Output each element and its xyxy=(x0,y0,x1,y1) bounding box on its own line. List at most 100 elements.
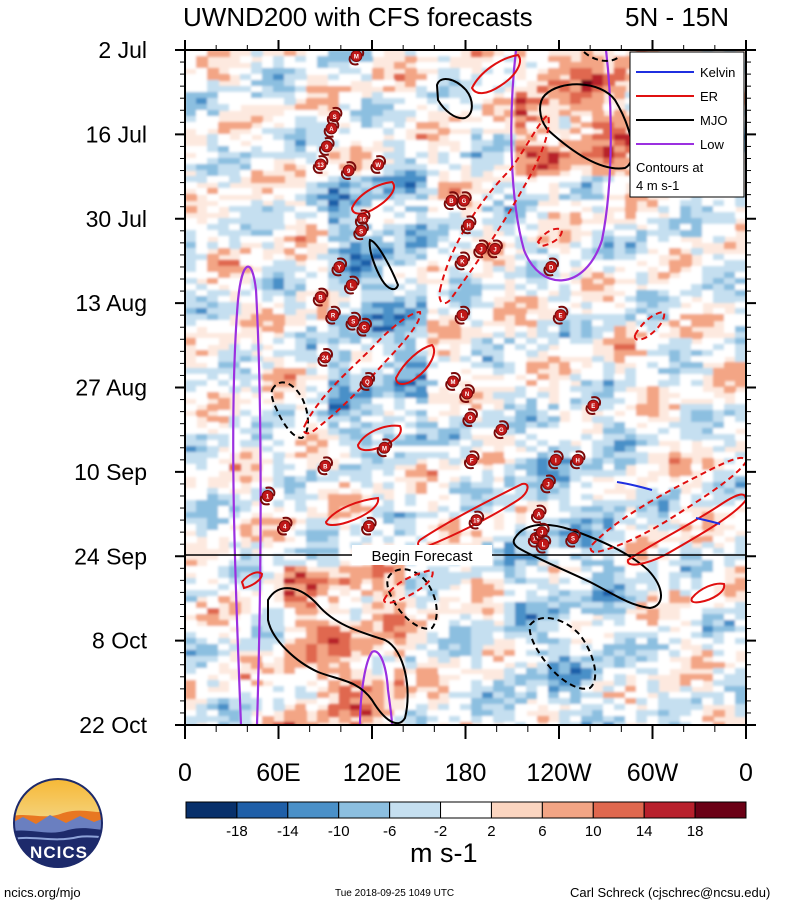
field-cell xyxy=(449,266,461,273)
storm-marker: H xyxy=(460,215,477,235)
field-cell xyxy=(691,656,703,663)
field-cell xyxy=(504,140,516,147)
field-cell xyxy=(581,614,593,621)
field-cell xyxy=(317,716,329,723)
field-cell xyxy=(306,278,318,285)
field-cell xyxy=(438,584,450,591)
field-cell xyxy=(383,302,395,309)
field-cell xyxy=(185,104,197,111)
field-cell xyxy=(658,692,670,699)
field-cell xyxy=(284,572,296,579)
field-cell xyxy=(405,578,417,585)
field-cell xyxy=(570,374,582,381)
field-cell xyxy=(680,242,692,249)
field-cell xyxy=(658,632,670,639)
field-cell xyxy=(515,332,527,339)
field-cell xyxy=(405,722,417,725)
field-cell xyxy=(625,242,637,249)
field-cell xyxy=(383,506,395,513)
field-cell xyxy=(339,140,351,147)
field-cell xyxy=(207,260,219,267)
field-cell xyxy=(339,662,351,669)
field-cell xyxy=(504,80,516,87)
field-cell xyxy=(592,176,604,183)
field-cell xyxy=(262,470,274,477)
field-cell xyxy=(350,98,362,105)
field-cell xyxy=(592,188,604,195)
field-cell xyxy=(515,194,527,201)
storm-marker-arm xyxy=(466,215,477,226)
colorbar-label: -18 xyxy=(226,823,248,840)
field-cell xyxy=(317,524,329,531)
field-cell xyxy=(229,122,241,129)
storm-marker-arm xyxy=(531,513,541,524)
storm-marker: B xyxy=(317,456,333,476)
field-cell xyxy=(493,596,505,603)
field-cell xyxy=(691,206,703,213)
field-cell xyxy=(504,464,516,471)
field-cell xyxy=(526,680,538,687)
storm-marker-label: H xyxy=(466,223,470,229)
field-cell xyxy=(339,80,351,87)
field-cell xyxy=(185,254,197,261)
field-cell xyxy=(526,62,538,69)
field-cell xyxy=(526,50,538,57)
field-cell xyxy=(559,110,571,117)
field-cell xyxy=(328,326,340,333)
field-cell xyxy=(581,530,593,537)
field-cell xyxy=(427,590,439,597)
field-cell xyxy=(460,242,472,249)
field-cell xyxy=(515,542,527,549)
field-cell xyxy=(603,446,615,453)
field-cell xyxy=(504,692,516,699)
field-cell xyxy=(218,452,230,459)
field-cell xyxy=(460,92,472,99)
storm-marker-arm xyxy=(370,164,381,174)
field-cell xyxy=(438,590,450,597)
field-cell xyxy=(372,296,384,303)
field-cell xyxy=(625,710,637,717)
field-cell xyxy=(603,668,615,675)
field-cell xyxy=(350,302,362,309)
field-cell xyxy=(185,650,197,657)
field-cell xyxy=(559,590,571,597)
field-cell xyxy=(295,656,307,663)
field-cell xyxy=(614,56,626,63)
field-cell xyxy=(669,548,681,555)
field-cell xyxy=(603,506,615,513)
field-cell xyxy=(658,494,670,501)
field-cell xyxy=(493,98,505,105)
field-cell xyxy=(207,176,219,183)
field-cell xyxy=(482,344,494,351)
field-cell xyxy=(504,158,516,165)
field-cell xyxy=(460,68,472,75)
field-cell xyxy=(273,542,285,549)
field-cell xyxy=(273,224,285,231)
field-cell xyxy=(339,326,351,333)
field-cell xyxy=(515,686,527,693)
field-cell xyxy=(592,140,604,147)
field-cell xyxy=(658,248,670,255)
field-cell xyxy=(625,374,637,381)
field-cell xyxy=(185,86,197,93)
field-cell xyxy=(306,686,318,693)
field-cell xyxy=(559,158,571,165)
field-cell xyxy=(515,164,527,171)
field-cell xyxy=(317,482,329,489)
field-cell xyxy=(713,476,725,483)
field-cell xyxy=(592,482,604,489)
field-cell xyxy=(251,212,263,219)
field-cell xyxy=(647,608,659,615)
field-cell xyxy=(328,422,340,429)
field-cell xyxy=(218,104,230,111)
field-cell xyxy=(372,668,384,675)
field-cell xyxy=(262,188,274,195)
field-cell xyxy=(515,128,527,135)
field-cell xyxy=(625,626,637,633)
storm-marker: K xyxy=(454,251,471,271)
field-cell xyxy=(361,110,373,117)
footer-site: ncics.org/mjo xyxy=(4,885,81,900)
field-cell xyxy=(471,470,483,477)
field-cell xyxy=(295,170,307,177)
field-cell xyxy=(570,698,582,705)
